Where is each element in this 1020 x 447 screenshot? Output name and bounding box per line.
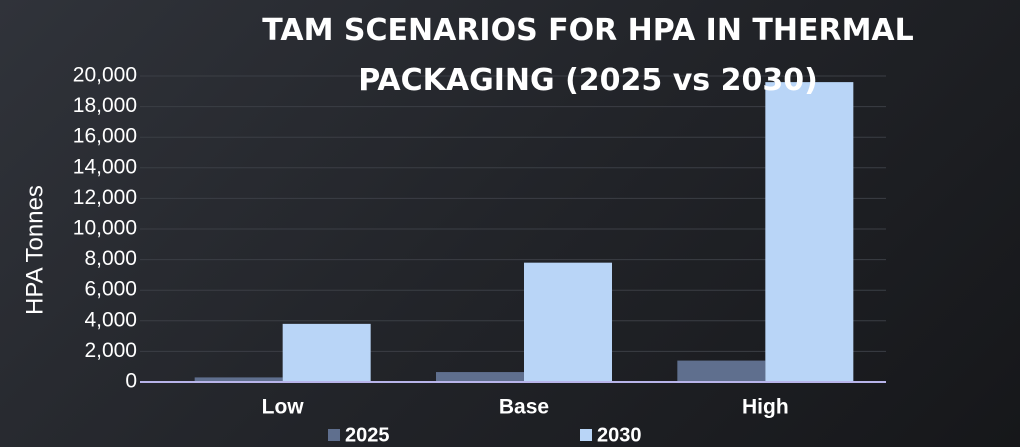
legend-swatch	[580, 429, 592, 441]
x-tick-label: High	[742, 396, 789, 419]
bar	[194, 377, 283, 382]
y-tick-label: 0	[125, 370, 137, 393]
y-tick-label: 14,000	[73, 155, 137, 178]
y-tick-label: 16,000	[73, 125, 137, 148]
bar	[765, 82, 854, 383]
bar	[677, 360, 766, 382]
y-tick-label: 20,000	[73, 64, 137, 87]
chart-title: TAM SCENARIOS FOR HPA IN THERMAL PACKAGI…	[262, 13, 914, 98]
y-tick-label: 2,000	[84, 339, 137, 362]
y-tick-label: 18,000	[73, 94, 137, 117]
bar	[436, 372, 524, 382]
y-tick-label: 4,000	[84, 308, 137, 331]
legend-label: 2025	[345, 424, 390, 446]
x-tick-label: Low	[262, 396, 305, 419]
legend-label: 2030	[597, 424, 642, 446]
x-tick-label: Base	[499, 396, 549, 419]
y-tick-label: 6,000	[84, 278, 137, 301]
y-tick-label: 10,000	[73, 217, 137, 240]
bar	[282, 323, 371, 382]
y-tick-label: 12,000	[73, 186, 137, 209]
y-axis-label: HPA Tonnes	[21, 185, 48, 315]
legend-swatch	[328, 429, 340, 441]
y-tick-label: 8,000	[84, 247, 137, 270]
bar	[524, 262, 612, 382]
